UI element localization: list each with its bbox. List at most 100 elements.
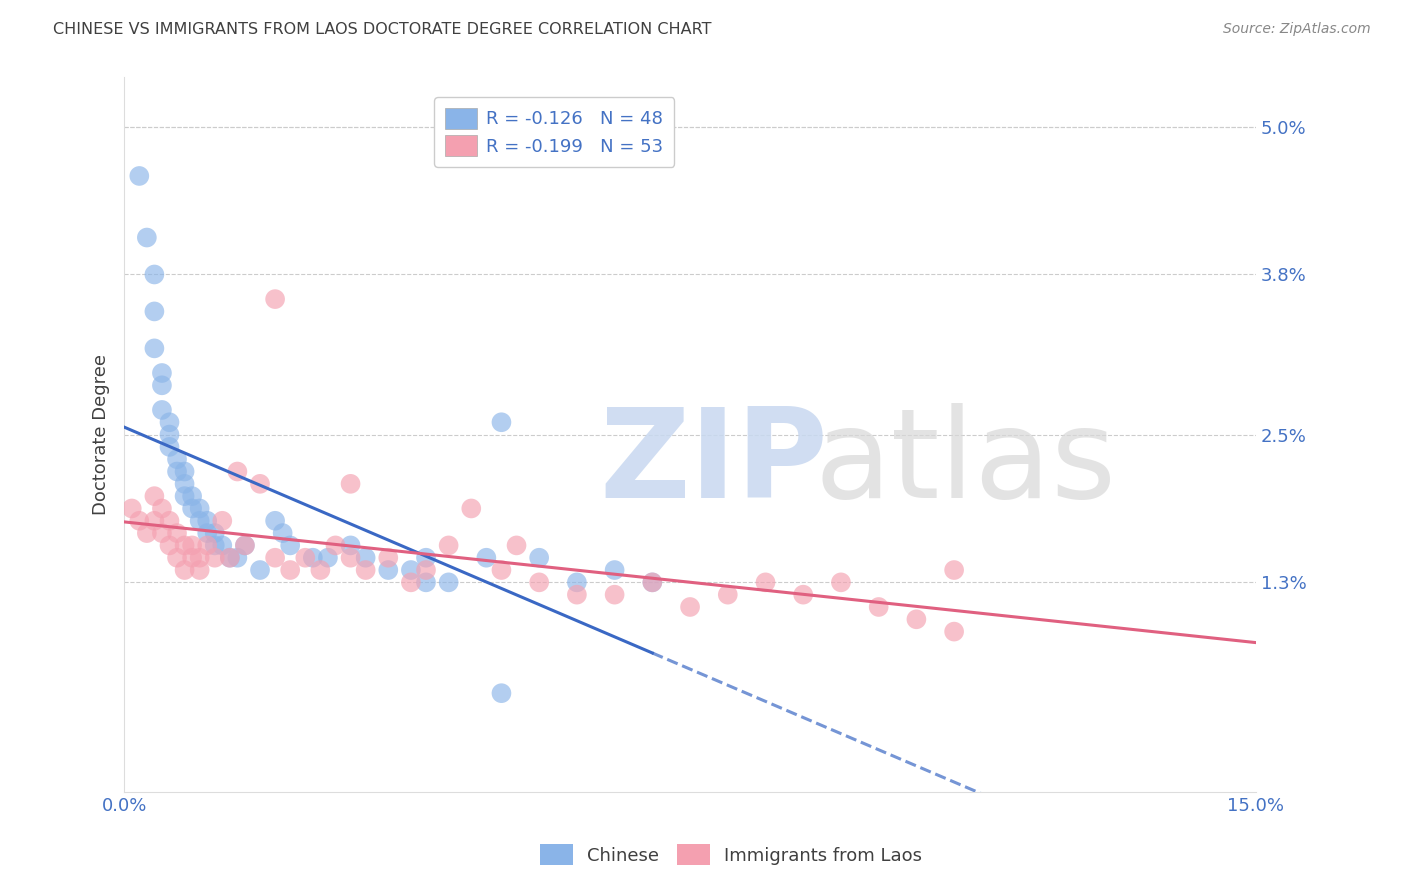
Point [565, 575, 588, 590]
Text: Source: ZipAtlas.com: Source: ZipAtlas.com [1223, 22, 1371, 37]
Point [325, 538, 347, 552]
Point [159, 440, 181, 454]
Point [128, 169, 150, 183]
Point [868, 599, 890, 614]
Point [603, 563, 626, 577]
Point [166, 526, 188, 541]
Point [159, 415, 181, 429]
Point [249, 563, 271, 577]
Point [173, 489, 195, 503]
Point [195, 538, 218, 552]
Point [264, 514, 287, 528]
Point [143, 304, 166, 318]
Point [301, 550, 323, 565]
Point [173, 563, 195, 577]
Point [226, 550, 249, 565]
Point [150, 501, 173, 516]
Point [565, 588, 588, 602]
Point [181, 538, 204, 552]
Point [181, 489, 204, 503]
Point [159, 514, 181, 528]
Legend: R = -0.126   N = 48, R = -0.199   N = 53: R = -0.126 N = 48, R = -0.199 N = 53 [434, 97, 675, 167]
Point [294, 550, 316, 565]
Point [226, 465, 249, 479]
Point [173, 476, 195, 491]
Point [166, 550, 188, 565]
Point [491, 415, 513, 429]
Point [437, 575, 460, 590]
Point [143, 514, 166, 528]
Point [905, 612, 928, 626]
Point [173, 465, 195, 479]
Point [316, 550, 339, 565]
Point [278, 563, 301, 577]
Point [491, 563, 513, 577]
Point [475, 550, 498, 565]
Point [309, 563, 332, 577]
Point [249, 476, 271, 491]
Point [204, 526, 226, 541]
Point [121, 501, 143, 516]
Point [195, 526, 218, 541]
Point [150, 403, 173, 417]
Point [211, 514, 233, 528]
Point [377, 550, 399, 565]
Point [188, 550, 211, 565]
Point [181, 501, 204, 516]
Point [233, 538, 256, 552]
Point [717, 588, 740, 602]
Point [181, 550, 204, 565]
Point [491, 686, 513, 700]
Point [271, 526, 294, 541]
Point [527, 550, 550, 565]
Point [399, 563, 422, 577]
Point [150, 526, 173, 541]
Point [830, 575, 852, 590]
Point [641, 575, 664, 590]
Point [754, 575, 776, 590]
Text: CHINESE VS IMMIGRANTS FROM LAOS DOCTORATE DEGREE CORRELATION CHART: CHINESE VS IMMIGRANTS FROM LAOS DOCTORAT… [53, 22, 711, 37]
Point [278, 538, 301, 552]
Point [339, 476, 361, 491]
Point [399, 575, 422, 590]
Point [264, 292, 287, 306]
Point [143, 489, 166, 503]
Point [460, 501, 482, 516]
Point [195, 514, 218, 528]
Point [505, 538, 527, 552]
Point [143, 268, 166, 282]
Point [159, 427, 181, 442]
Point [218, 550, 240, 565]
Point [377, 563, 399, 577]
Point [415, 563, 437, 577]
Point [128, 514, 150, 528]
Point [143, 342, 166, 356]
Point [603, 588, 626, 602]
Point [204, 538, 226, 552]
Point [233, 538, 256, 552]
Point [339, 550, 361, 565]
Point [159, 538, 181, 552]
Point [943, 624, 966, 639]
Point [150, 378, 173, 392]
Point [218, 550, 240, 565]
Point [339, 538, 361, 552]
Point [354, 550, 377, 565]
Point [354, 563, 377, 577]
Point [166, 465, 188, 479]
Legend: Chinese, Immigrants from Laos: Chinese, Immigrants from Laos [533, 837, 929, 872]
Point [188, 563, 211, 577]
Point [135, 526, 157, 541]
Point [943, 563, 966, 577]
Point [437, 538, 460, 552]
Point [527, 575, 550, 590]
Text: ZIP: ZIP [599, 402, 828, 524]
Point [641, 575, 664, 590]
Point [792, 588, 814, 602]
Point [166, 452, 188, 467]
Point [211, 538, 233, 552]
Point [415, 550, 437, 565]
Point [264, 550, 287, 565]
Point [679, 599, 702, 614]
Point [150, 366, 173, 380]
